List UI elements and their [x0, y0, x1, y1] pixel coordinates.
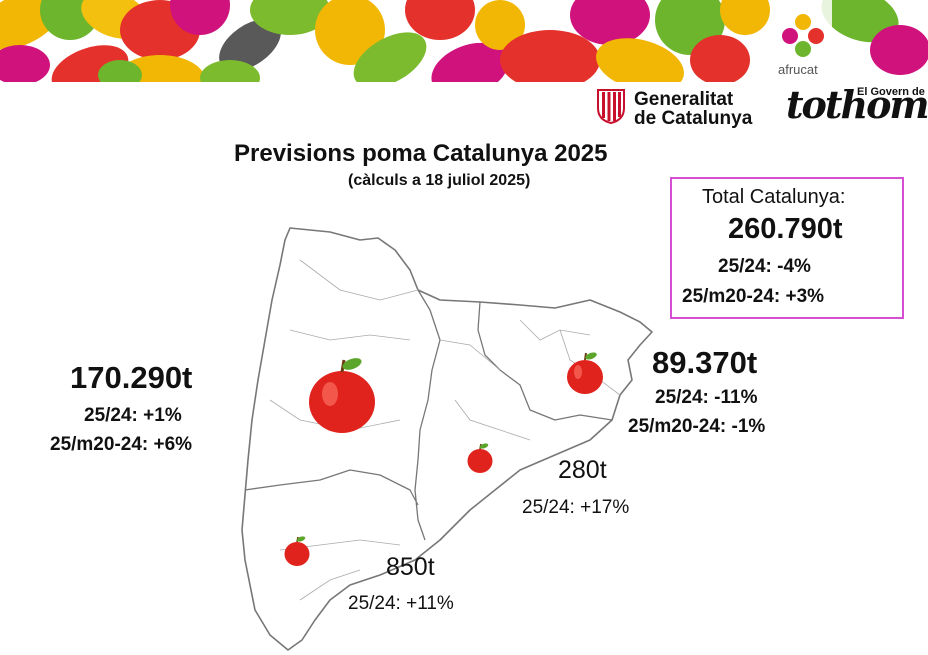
- lleida-yoy: 25/24: +1%: [84, 405, 182, 426]
- total-value: 260.790t: [728, 213, 843, 245]
- page-subtitle: (càlculs a 18 juliol 2025): [348, 172, 531, 189]
- barcelona-yoy: 25/24: +17%: [522, 497, 630, 518]
- lleida-vs-avg: 25/m20-24: +6%: [50, 434, 193, 455]
- tothom-logo: tothom: [786, 82, 928, 127]
- barcelona-value: 280t: [558, 456, 607, 484]
- page-title: Previsions poma Catalunya 2025: [234, 140, 608, 167]
- border-lleida-barcelona: [414, 289, 441, 541]
- total-heading: Total Catalunya:: [702, 186, 846, 208]
- total-yoy: 25/24: -4%: [718, 256, 811, 277]
- banner-shapes: [0, 0, 928, 82]
- govern-label: El Govern de: [857, 86, 925, 98]
- generalitat-emblem-icon: [597, 89, 625, 124]
- decorative-banner: [0, 0, 928, 82]
- tarragona-value: 850t: [386, 553, 435, 581]
- girona-yoy: 25/24: -11%: [655, 387, 758, 408]
- generalitat-line2: de Catalunya: [634, 108, 753, 129]
- border-lleida-tarragona: [244, 469, 419, 506]
- apple-icon-girona: [567, 352, 603, 394]
- afrucat-logo: [782, 14, 824, 57]
- apple-icon-lleida: [309, 358, 375, 433]
- afrucat-label: afrucat: [778, 62, 818, 77]
- apple-icon-barcelona: [467, 443, 493, 473]
- generalitat-line1: Generalitat: [634, 89, 734, 110]
- girona-vs-avg: 25/m20-24: -1%: [628, 416, 766, 437]
- apple-icon-tarragona: [284, 536, 310, 566]
- border-barcelona-girona: [477, 301, 613, 421]
- girona-value: 89.370t: [652, 345, 758, 380]
- lleida-value: 170.290t: [70, 360, 193, 395]
- total-catalunya-box: [670, 177, 904, 319]
- map-outline: [241, 227, 653, 651]
- tarragona-yoy: 25/24: +11%: [348, 593, 454, 614]
- total-vs-avg: 25/m20-24: +3%: [682, 286, 825, 307]
